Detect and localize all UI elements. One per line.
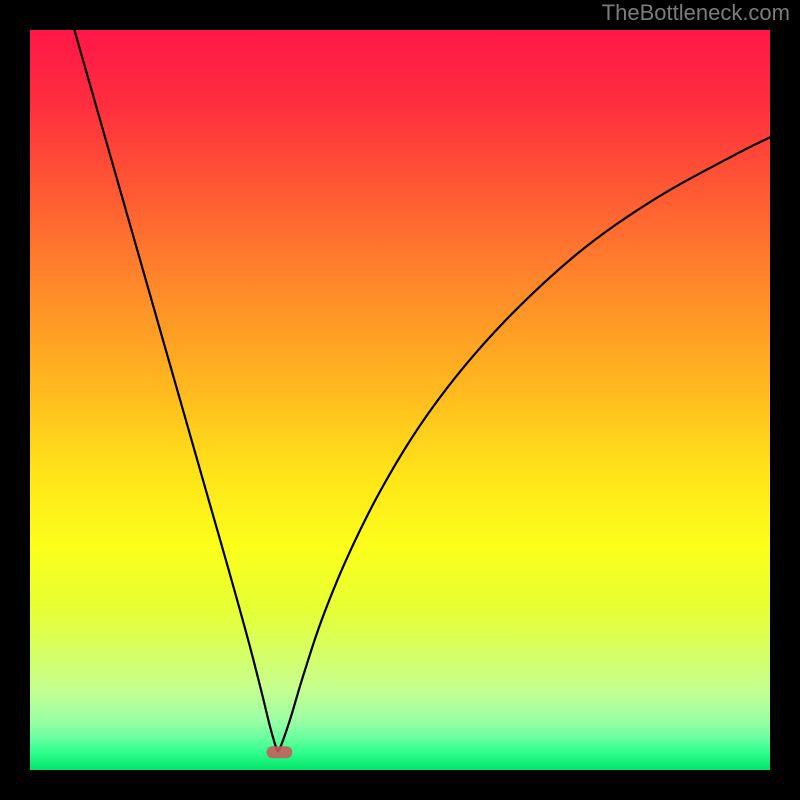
watermark-text: TheBottleneck.com — [602, 0, 790, 26]
optimal-point-marker — [266, 746, 292, 758]
chart-stage: TheBottleneck.com — [0, 0, 800, 800]
chart-svg — [0, 0, 800, 800]
plot-background — [30, 30, 770, 770]
